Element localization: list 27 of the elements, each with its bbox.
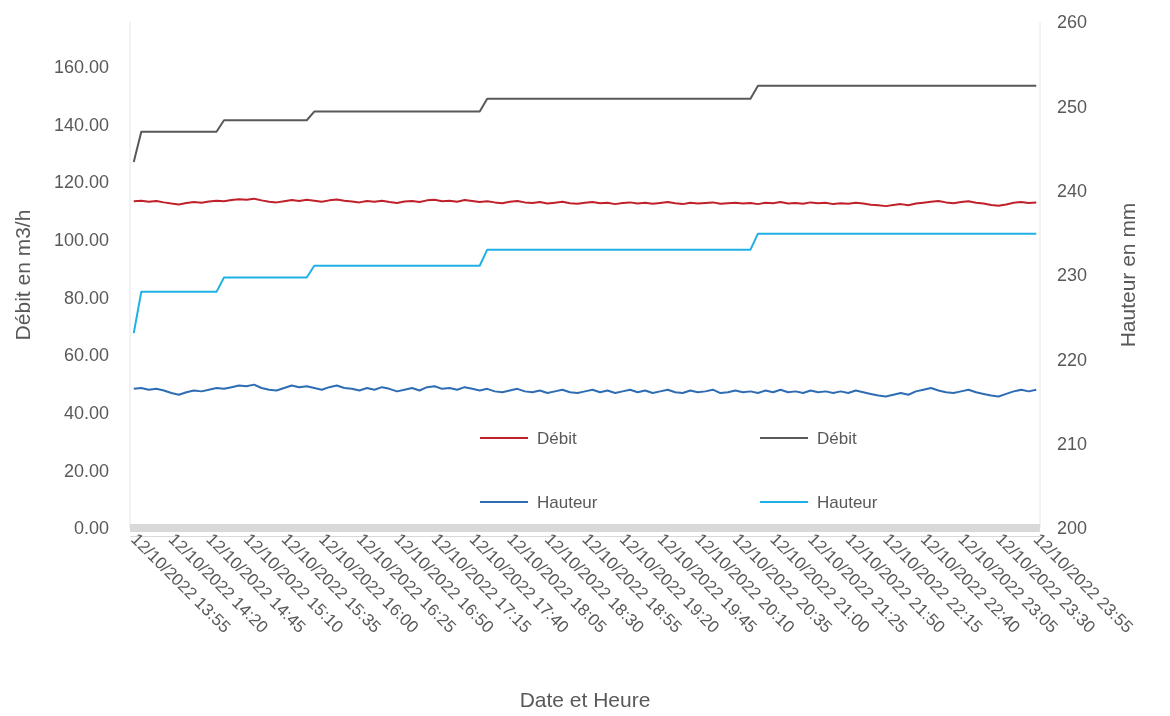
y-tick-label: 60.00 (63, 345, 109, 366)
y2-tick-label: 210 (1057, 433, 1088, 454)
legend-label: Hauteur (537, 493, 598, 512)
x-axis-title: Date et Heure (519, 688, 651, 711)
y2-tick-label: 230 (1057, 265, 1088, 286)
line-series (132, 383, 1038, 398)
y-tick-label: 160.00 (53, 57, 109, 78)
y-tick-label: 140.00 (53, 114, 109, 135)
y2-tick-label: 260 (1057, 12, 1088, 33)
line-series (132, 232, 1038, 335)
y2-axis-title: Hauteur en mm (1116, 202, 1139, 348)
y-tick-label: 40.00 (63, 403, 109, 423)
y-tick-label: 0.00 (73, 518, 109, 539)
y2-tick-label: 250 (1057, 96, 1088, 117)
y-tick-label: 100.00 (53, 230, 109, 251)
y-tick-label: 20.00 (63, 460, 109, 481)
legend-label: Débit (537, 429, 577, 448)
y-tick-label: 120.00 (53, 172, 109, 193)
legend-label: Hauteur (817, 493, 878, 512)
y2-tick-label: 200 (1057, 518, 1088, 539)
y-tick-label: 80.00 (63, 287, 109, 308)
y2-tick-label: 220 (1057, 349, 1088, 370)
line-series (132, 84, 1038, 164)
legend-label: Débit (817, 429, 857, 448)
y2-tick-label: 240 (1057, 180, 1088, 201)
line-series (132, 197, 1038, 208)
y-axis-title: Débit en m3/h (11, 209, 34, 341)
